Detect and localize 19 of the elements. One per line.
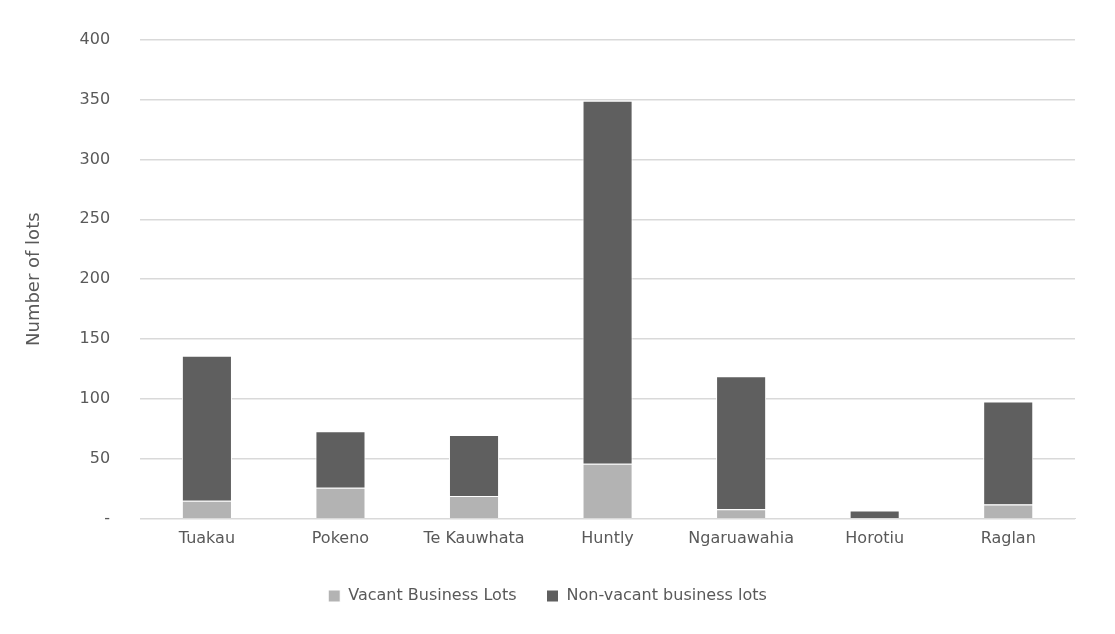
y-tick-label: 100 [79,388,111,408]
x-tick-label: Te Kauwhata [422,527,525,547]
x-tick-label: Pokeno [311,527,370,547]
y-tick-label: 200 [79,268,111,288]
legend-label: Non-vacant business lots [566,585,767,605]
y-tick-label: - [104,507,111,527]
y-tick-label: 400 [79,28,111,48]
y-tick-label: 250 [79,208,111,228]
legend-label: Vacant Business Lots [348,585,517,605]
y-tick-label: 300 [79,148,111,168]
x-tick-label: Horotiu [845,527,905,547]
x-tick-label: Tuakau [177,527,236,547]
x-tick-label: Huntly [581,527,634,547]
y-tick-label: 350 [79,88,111,108]
y-tick-label: 50 [89,448,111,468]
y-axis-title: Number of lots [22,212,44,346]
x-tick-label: Raglan [980,527,1036,547]
x-tick-label: Ngaruawahia [688,527,794,547]
y-tick-label: 150 [79,328,111,348]
